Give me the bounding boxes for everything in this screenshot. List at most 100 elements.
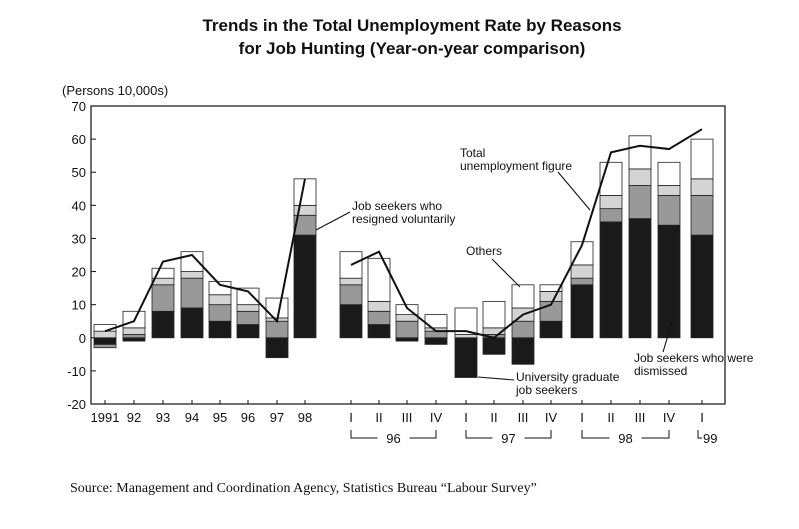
x-tick-label: II [375,410,382,425]
y-tick-label: -20 [67,397,86,412]
annotation-dismissed-line1: Job seekers who were [634,351,754,365]
bar-segment [236,304,260,312]
bar-segment [482,337,506,355]
bar-segment [570,284,594,339]
bar-segment [339,284,363,306]
total-line-layer [104,128,703,339]
year-bracket-right [409,430,437,439]
annotation-university-leader [477,376,515,381]
annotation-resigned-line2: resigned voluntarily [352,212,455,226]
x-tick-label: II [490,410,497,425]
x-tick-label: 94 [185,410,199,425]
bar-segment [236,324,260,339]
x-tick-label: I [349,410,353,425]
bar-segment [395,304,419,315]
annotation-dismissed-leader [662,321,673,353]
y-axis: 70 60 50 40 30 20 10 0 -10 -20 [67,99,96,412]
bar-segment [151,310,175,339]
bar-segment [690,234,714,339]
bar-segment [93,330,117,339]
bar-segment [599,221,623,339]
annotation-university-line1: University graduate [516,370,620,384]
bar-segment [339,277,363,286]
x-tick-label: 96 [241,410,255,425]
year-group-label: 96 [386,431,400,446]
year-bracket-left [350,430,378,439]
x-tick-label: III [402,410,413,425]
year-bracket-left [581,430,610,439]
bar-segment [628,185,652,219]
annotation-total-line1: Total [460,146,485,160]
bar-segment [511,320,535,339]
bar-segment [208,304,232,322]
y-tick-label: 0 [79,331,86,346]
x-tick-label: I [580,410,584,425]
y-tick-label: 30 [72,231,86,246]
bar-segment [690,138,714,180]
bar-segment [628,168,652,186]
bar-segment [122,334,146,339]
bar-segment [454,307,478,335]
bar-segment [539,291,563,302]
x-tick-label: 98 [298,410,312,425]
bar-segment [208,294,232,306]
bar-segment [180,307,204,339]
x-tick-label: IV [545,410,558,425]
bar-segment [599,208,623,223]
bar-segment [236,310,260,325]
chart-title: Trends in the Total Unemployment Rate by… [202,16,621,35]
year-group-label: 99 [703,431,717,446]
bar-segment [395,337,419,342]
bar-segment [122,337,146,342]
bars-layer [93,135,714,378]
bar-segment [539,284,563,292]
bar-segment [367,324,391,339]
bar-segment [367,300,391,312]
bar-segment [424,337,448,345]
annotation-total-leader [557,171,591,211]
y-tick-label: 60 [72,132,86,147]
x-tick-label: 1991 [91,410,120,425]
y-tick-label: 50 [72,165,86,180]
y-tick-label: 10 [72,298,86,313]
unit-label: (Persons 10,000s) [62,83,168,98]
bar-segment [657,194,681,226]
x-tick-label: IV [663,410,676,425]
bar-segment [265,337,289,359]
bar-segment [570,264,594,279]
year-bracket [697,430,702,439]
x-tick-label: 95 [213,410,227,425]
bar-segment [265,297,289,319]
bar-segment [454,337,478,378]
x-tick-label: III [635,410,646,425]
x-tick-label: 93 [156,410,170,425]
bar-segment [180,271,204,279]
bar-segment [454,334,478,339]
bar-segment [511,337,535,365]
bar-segment [208,320,232,339]
y-tick-label: 40 [72,198,86,213]
annotation-others: Others [466,244,502,258]
x-tick-label: 92 [127,410,141,425]
x-axis: 1991 92 93 94 95 96 97 98 I II III IV I II III IV I II III… [91,400,704,425]
bar-segment [657,224,681,339]
plot-frame [90,105,726,405]
bar-segment [482,300,506,329]
annotation-resigned-leader [315,211,351,231]
x-tick-label: I [700,410,704,425]
bar-segment [122,327,146,335]
bar-segment [395,320,419,339]
bar-segment [180,277,204,309]
year-group-label: 98 [618,431,632,446]
year-group-label: 97 [501,431,515,446]
bar-segment [511,284,535,309]
x-tick-label: 97 [270,410,284,425]
bar-segment [628,218,652,339]
annotation-university-line2: job seekers [515,383,577,397]
year-bracket-left [465,430,493,439]
bar-segment [628,135,652,170]
year-bracket-right [524,430,552,439]
bar-segment [293,234,317,339]
bar-segment [367,310,391,325]
